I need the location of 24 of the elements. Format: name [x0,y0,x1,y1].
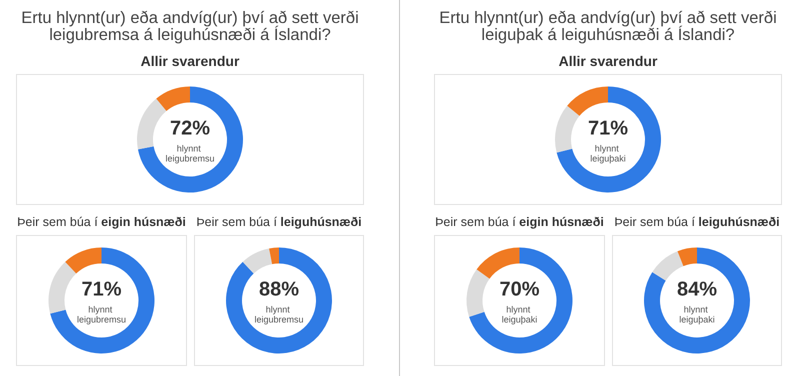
slice-label: hlynnt leiguþaki [679,304,715,324]
chart-title: Allir svarendur [558,53,658,69]
data-label: 70% [499,278,540,300]
slice-label: hlynnt leiguþaki [590,144,626,164]
chart-title: eigin húsnæði [519,215,604,229]
text: Ertu hlynnt(ur) eða andvíg(ur) því að sett verði leiguþak á leiguhúsnæði á Íslandi? [438,9,778,44]
slice-label: hlynnt leigubremsu [254,304,304,324]
data-label: 71% [588,118,628,140]
chart-subtitle: Þeir sem búa í [435,215,517,229]
slice-label: hlynnt leigubremsu [165,144,215,164]
chart-subtitle: Þeir sem búa í [196,215,278,229]
data-label: 71% [81,278,122,300]
data-label: 84% [676,278,718,300]
slice-label: hlynnt leiguþaki [502,304,538,324]
chart-subtitle: Þeir sem búa í [614,215,696,229]
slice-label: hlynnt leigubremsu [76,304,126,324]
text: Ertu hlynnt(ur) eða andvíg(ur) því að sett verði leigubremsa á leiguhúsnæði á Íslandi? [20,9,360,44]
chart-subtitle: Þeir sem búa í [17,215,99,229]
chart-title: Allir svarendur [140,53,240,69]
data-label: 72% [170,118,210,140]
data-label: 88% [258,278,300,300]
chart-title: eigin húsnæði [101,215,186,229]
chart-title: leiguhúsnæði [698,215,780,229]
chart-title: leiguhúsnæði [280,215,362,229]
